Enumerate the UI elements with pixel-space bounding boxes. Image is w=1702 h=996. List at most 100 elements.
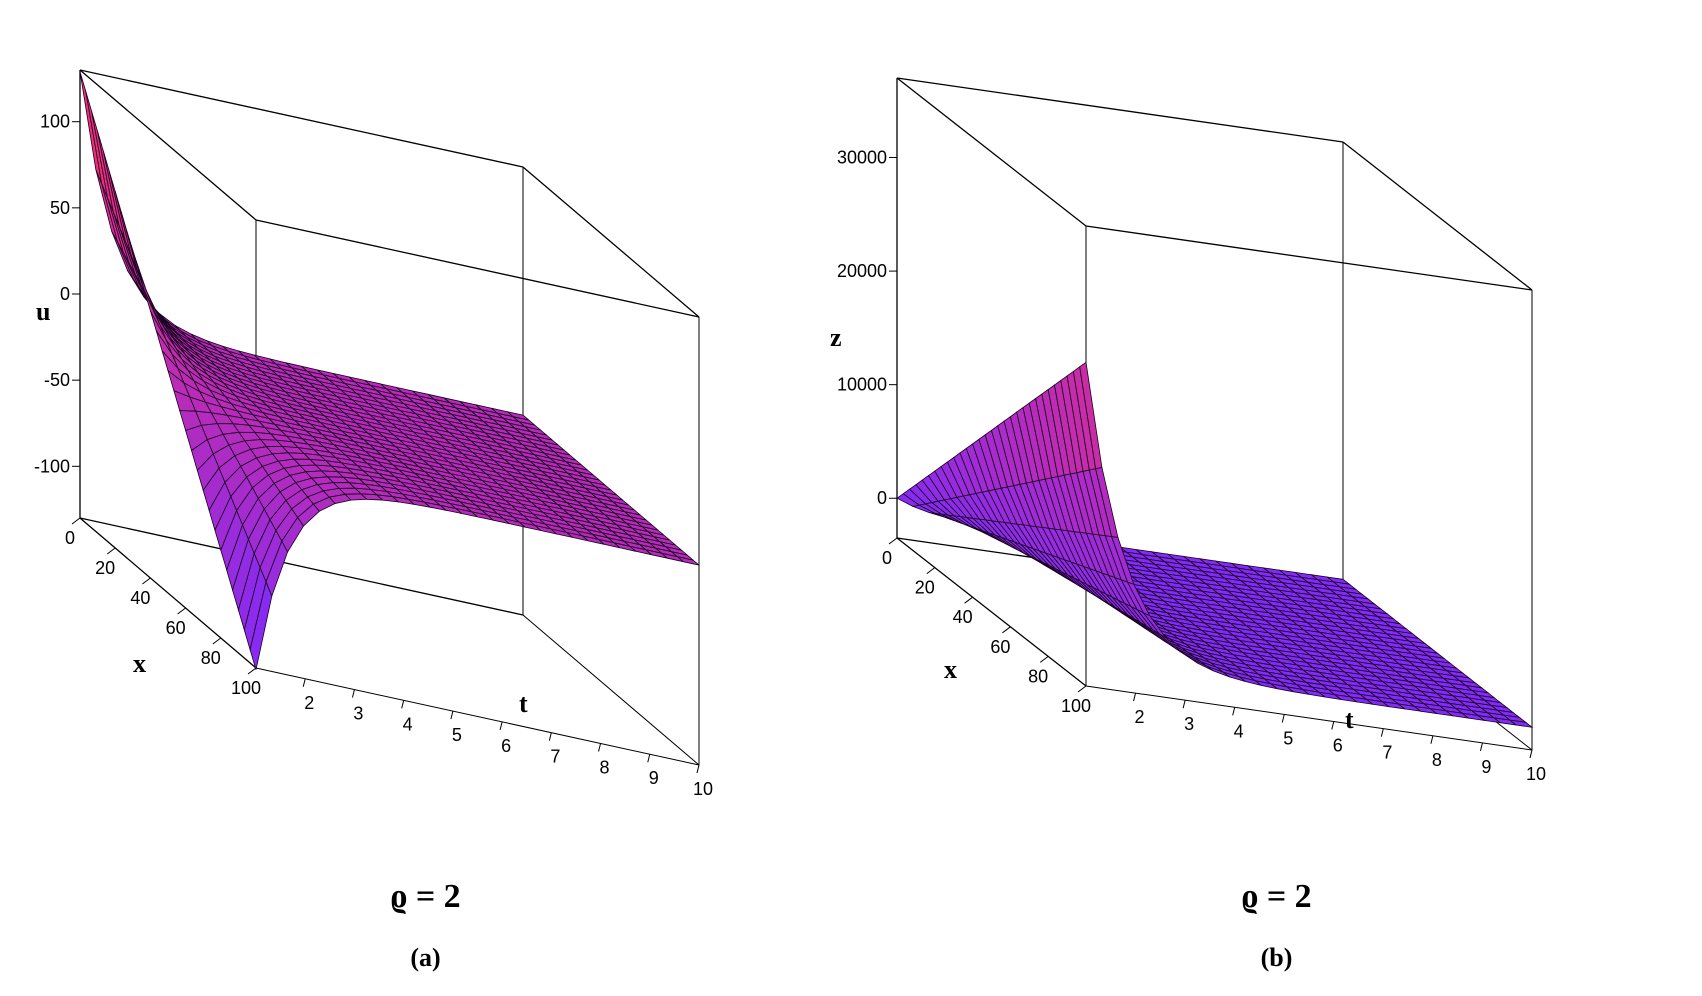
x-axis-title: x xyxy=(133,649,146,678)
t-tick-label: 7 xyxy=(1382,743,1392,763)
t-tick-mark xyxy=(1281,714,1285,723)
box-edge xyxy=(522,166,700,318)
t-tick-label: 2 xyxy=(1135,707,1145,727)
t-tick-mark xyxy=(1529,749,1533,759)
box-edge xyxy=(1342,141,1533,291)
t-tick-mark xyxy=(1479,742,1483,752)
surface-mesh xyxy=(79,71,700,670)
t-tick-label: 5 xyxy=(452,725,462,745)
box-edge xyxy=(896,77,1344,143)
t-tick-label: 3 xyxy=(353,704,363,724)
chart-panel-a: 100 50 0 -50 -100 u 0 20 40 60 80 100 x 2 3 4 5 6 7 8 9 10 t ϱ… xyxy=(34,69,713,972)
t-tick-label: 4 xyxy=(403,714,413,734)
t-tick-mark xyxy=(647,754,651,763)
z-tick-label: -50 xyxy=(44,370,70,390)
bounding-box xyxy=(896,77,1533,751)
x-axis: 0 20 40 60 80 100 x xyxy=(65,517,261,698)
x-tick-label: 20 xyxy=(95,558,115,578)
t-tick-label: 5 xyxy=(1283,728,1293,748)
surface-facet xyxy=(144,290,167,341)
x-axis-title: x xyxy=(944,655,957,684)
x-tick-label: 0 xyxy=(65,528,75,548)
t-tick-mark xyxy=(1182,700,1186,709)
z-axis: 100 50 0 -50 -100 u xyxy=(34,112,80,476)
t-tick-mark xyxy=(696,764,700,774)
x-tick-mark xyxy=(177,607,186,615)
t-tick-label: 4 xyxy=(1234,721,1244,741)
t-tick-mark xyxy=(1430,735,1434,744)
x-axis: 0 20 40 60 80 100 x xyxy=(882,537,1091,716)
box-edge xyxy=(255,667,700,766)
box-edge xyxy=(522,614,700,766)
surface-facet xyxy=(249,580,273,670)
x-tick-mark xyxy=(142,577,151,585)
t-tick-mark xyxy=(1331,721,1335,730)
t-tick-label: 6 xyxy=(501,736,511,756)
t-tick-mark xyxy=(1380,728,1384,737)
t-tick-mark xyxy=(548,732,552,741)
box-edge xyxy=(896,537,1087,687)
t-tick-mark xyxy=(351,689,355,698)
t-tick-label: 8 xyxy=(1432,750,1442,770)
t-tick-label: 9 xyxy=(1481,757,1491,777)
t-tick-label: 8 xyxy=(600,757,610,777)
x-tick-mark xyxy=(1077,685,1087,693)
x-tick-label: 100 xyxy=(231,678,261,698)
t-axis: 2 3 4 5 6 7 8 9 10 t xyxy=(302,678,713,799)
box-edge xyxy=(896,77,1087,227)
t-tick-mark xyxy=(401,700,405,709)
z-axis: 30000 20000 10000 0 z xyxy=(830,148,897,508)
z-tick-label: 100 xyxy=(40,112,70,132)
x-tick-label: 20 xyxy=(915,578,935,598)
z-tick-label: -100 xyxy=(34,456,70,476)
chart-panel-b: 30000 20000 10000 0 z 0 20 40 60 80 100 x 2 3 4 5 6 7 8 9 10… xyxy=(830,0,1702,996)
x-tick-mark xyxy=(1039,656,1049,663)
t-tick-label: 10 xyxy=(1526,764,1546,784)
t-axis-title: t xyxy=(1345,705,1354,734)
t-tick-mark xyxy=(1133,692,1137,702)
z-axis-title: z xyxy=(830,323,842,352)
box-edge xyxy=(1085,225,1533,291)
t-tick-label: 7 xyxy=(550,747,560,767)
panel-label-b: (b) xyxy=(1260,943,1293,972)
box-edge xyxy=(79,69,257,221)
surface-plot-b: 30000 20000 10000 0 z 0 20 40 60 80 100 x 2 3 4 5 6 7 8 9 10… xyxy=(830,77,1546,784)
t-tick-label: 9 xyxy=(649,768,659,788)
surface-mesh xyxy=(896,361,1534,728)
t-tick-mark xyxy=(1232,707,1236,716)
x-tick-mark xyxy=(888,537,898,545)
z-tick-label: 0 xyxy=(877,488,887,508)
parameter-label-b: ϱ = 2 xyxy=(1241,878,1312,915)
z-axis-title: u xyxy=(36,297,50,326)
x-tick-label: 0 xyxy=(882,548,892,568)
panel-label-a: (a) xyxy=(410,943,441,972)
x-tick-label: 60 xyxy=(990,637,1010,657)
t-tick-mark xyxy=(499,721,503,731)
parameter-label-a: ϱ = 2 xyxy=(390,878,461,915)
t-tick-mark xyxy=(450,710,454,720)
x-tick-mark xyxy=(964,596,973,604)
box-edge xyxy=(79,517,257,669)
x-tick-mark xyxy=(71,517,81,525)
z-tick-label: 20000 xyxy=(837,261,887,281)
z-tick-label: 10000 xyxy=(837,375,887,395)
x-tick-label: 100 xyxy=(1061,696,1091,716)
surface-facet xyxy=(1079,361,1103,470)
x-tick-mark xyxy=(247,667,257,675)
box-edge xyxy=(255,219,700,318)
z-tick-label: 50 xyxy=(50,198,70,218)
surface-facet xyxy=(138,270,161,327)
t-tick-label: 6 xyxy=(1333,736,1343,756)
t-tick-label: 2 xyxy=(304,693,314,713)
t-tick-label: 3 xyxy=(1184,714,1194,734)
z-tick-label: 30000 xyxy=(837,148,887,168)
x-tick-label: 40 xyxy=(130,588,150,608)
x-tick-mark xyxy=(212,637,222,645)
x-tick-mark xyxy=(106,547,116,555)
t-axis-title: t xyxy=(519,689,528,718)
box-edge xyxy=(79,517,524,616)
box-edge xyxy=(1085,685,1533,751)
t-tick-label: 10 xyxy=(693,779,713,799)
box-edge xyxy=(79,69,524,168)
